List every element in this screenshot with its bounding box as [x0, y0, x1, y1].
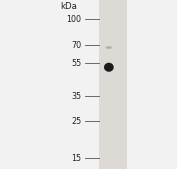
Text: 25: 25	[71, 116, 81, 126]
Text: 100: 100	[66, 15, 81, 24]
Text: 15: 15	[71, 154, 81, 163]
Text: 55: 55	[71, 59, 81, 68]
Ellipse shape	[104, 63, 114, 72]
Text: 70: 70	[71, 41, 81, 50]
Bar	[99, 0, 127, 169]
Text: 35: 35	[71, 92, 81, 101]
Ellipse shape	[105, 46, 112, 49]
Text: kDa: kDa	[61, 2, 78, 11]
